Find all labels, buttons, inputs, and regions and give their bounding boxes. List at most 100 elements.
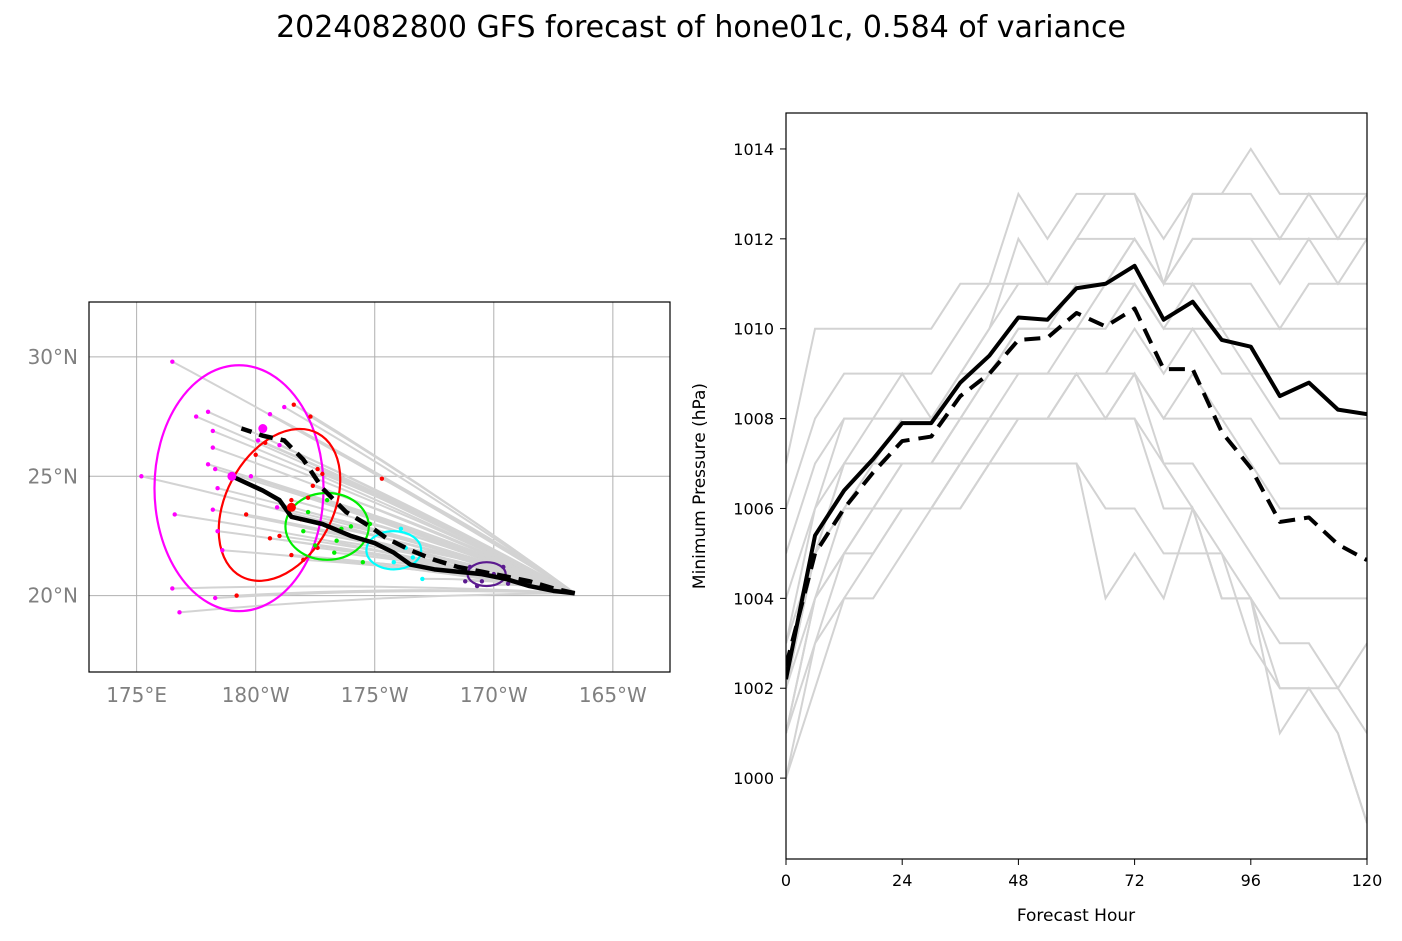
member-point xyxy=(213,466,218,472)
map-frame xyxy=(88,301,671,673)
map-lat-tick-label: 30°N xyxy=(28,345,78,369)
y-tick-label: 1002 xyxy=(733,679,774,698)
member-point xyxy=(305,509,311,515)
map-tracks xyxy=(139,359,576,615)
member-point xyxy=(243,512,249,517)
member-point xyxy=(367,521,373,527)
member-point xyxy=(210,428,216,434)
member-point xyxy=(274,505,280,510)
member-point xyxy=(463,579,468,584)
member-point xyxy=(320,471,325,477)
pressure-frame xyxy=(785,112,1368,860)
member-point xyxy=(291,402,296,407)
x-tick-label: 24 xyxy=(892,871,912,890)
x-tick-label: 96 xyxy=(1241,871,1261,890)
map-lon-tick-label: 175°E xyxy=(106,683,167,707)
x-tick-label: 48 xyxy=(1008,871,1028,890)
member-track xyxy=(309,415,576,595)
y-tick-label: 1000 xyxy=(733,769,774,788)
member-point xyxy=(324,497,330,503)
member-point xyxy=(479,579,485,584)
x-tick-label: 120 xyxy=(1352,871,1383,890)
track-start-marker xyxy=(227,471,237,481)
member-point xyxy=(248,474,254,479)
map-lon-tick-label: 175°W xyxy=(341,683,409,707)
x-tick-label: 72 xyxy=(1124,871,1144,890)
member-pressure-line xyxy=(786,462,1367,824)
y-tick-label: 1008 xyxy=(733,410,774,429)
member-point xyxy=(313,543,318,548)
member-point xyxy=(505,581,511,586)
member-point xyxy=(398,526,404,531)
member-point xyxy=(308,414,313,419)
member-point xyxy=(334,538,339,543)
mean-track-solid xyxy=(230,474,576,596)
member-point xyxy=(467,564,473,570)
mean-track-dashed xyxy=(240,426,576,596)
member-point xyxy=(379,476,385,481)
member-point xyxy=(263,440,268,446)
map-lon-tick-label: 165°W xyxy=(579,683,647,707)
member-point xyxy=(215,485,220,491)
member-point xyxy=(267,411,273,417)
map-tick-labels: 175°E 180°W 175°W 170°W 165°W 20°N 25°N 30°N xyxy=(28,345,647,707)
member-point xyxy=(315,466,320,472)
member-point xyxy=(139,474,144,479)
pressure-ticks: 0 24 48 72 96 120 1000 1002 1004 1006 1008 1010 1012… xyxy=(733,140,1382,890)
y-tick-label: 1014 xyxy=(733,140,774,159)
y-axis-label: Minimum Pressure (hPa) xyxy=(690,383,710,589)
member-point xyxy=(360,559,366,565)
member-point xyxy=(301,528,306,534)
track-map-panel: 175°E 180°W 175°W 170°W 165°W 20°N 25°N 30°N xyxy=(28,301,671,707)
member-point xyxy=(253,452,258,457)
member-point xyxy=(501,564,506,570)
member-pressure-line xyxy=(786,281,1367,689)
member-pressure-line xyxy=(786,371,1367,689)
member-point xyxy=(332,550,337,555)
member-point xyxy=(177,610,182,615)
member-point xyxy=(220,548,225,553)
member-point xyxy=(213,595,218,601)
member-point xyxy=(301,557,306,563)
figure-title: 2024082800 GFS forecast of hone01c, 0.58… xyxy=(276,10,1126,45)
member-track xyxy=(381,477,576,595)
member-track xyxy=(503,565,576,595)
member-point xyxy=(474,583,480,589)
member-point xyxy=(282,404,287,410)
member-point xyxy=(205,409,211,415)
member-track xyxy=(400,527,576,595)
member-point xyxy=(277,443,282,448)
map-gridlines xyxy=(89,302,670,672)
x-axis-label: Forecast Hour xyxy=(1017,906,1135,926)
member-point xyxy=(410,555,416,560)
member-point xyxy=(267,536,273,541)
member-point xyxy=(420,576,425,582)
member-point xyxy=(255,438,261,443)
pressure-lines xyxy=(786,147,1367,824)
member-point xyxy=(391,559,396,565)
mean-pressure-solid xyxy=(786,263,1367,680)
member-point xyxy=(210,507,216,512)
member-point xyxy=(289,497,294,503)
map-lat-tick-label: 25°N xyxy=(28,464,78,488)
pressure-chart-panel: 0 24 48 72 96 120 1000 1002 1004 1006 1008 1010 1012… xyxy=(690,112,1382,926)
member-point xyxy=(310,483,316,489)
member-point xyxy=(289,552,294,558)
mean-pressure-dashed xyxy=(786,306,1367,667)
member-pressure-line xyxy=(786,236,1367,464)
member-point xyxy=(210,445,216,450)
member-track xyxy=(179,592,575,614)
y-tick-label: 1010 xyxy=(733,320,774,339)
member-pressure-line xyxy=(786,147,1367,509)
member-point xyxy=(170,359,175,364)
y-tick-label: 1012 xyxy=(733,230,774,249)
member-point xyxy=(348,524,354,529)
member-pressure-line xyxy=(786,371,1367,689)
map-lat-tick-label: 20°N xyxy=(28,584,78,608)
track-start-marker xyxy=(258,424,268,434)
map-lon-tick-label: 170°W xyxy=(460,683,528,707)
member-point xyxy=(193,414,199,419)
member-point xyxy=(172,512,177,517)
y-tick-label: 1006 xyxy=(733,499,774,518)
